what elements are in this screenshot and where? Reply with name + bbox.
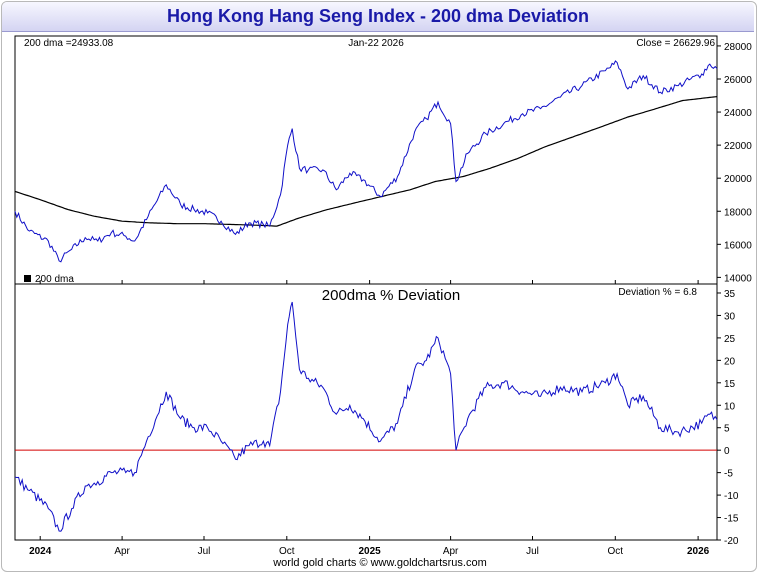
- x-tick-label: Oct: [608, 546, 624, 557]
- deviation-panel-border: [14, 283, 718, 541]
- deviation-y-tick-label: 25: [724, 334, 736, 345]
- x-tick-label: 2026: [687, 546, 710, 557]
- deviation-y-tick-label: 15: [724, 379, 736, 390]
- deviation-header-right: Deviation % = 6.8: [618, 287, 697, 298]
- deviation-y-tick-label: 10: [724, 401, 736, 412]
- price-y-tick-label: 14000: [724, 273, 752, 284]
- deviation-y-tick-label: -15: [724, 514, 739, 525]
- hang-seng-price-line: [14, 60, 718, 263]
- x-tick-label: Jul: [198, 546, 211, 557]
- dma-legend-swatch: [24, 275, 31, 282]
- deviation-y-tick-label: 35: [724, 289, 736, 300]
- deviation-line: [14, 301, 718, 532]
- price-y-tick-label: 24000: [724, 108, 752, 119]
- x-tick-label: Jul: [526, 546, 539, 557]
- price-y-tick-label: 18000: [724, 207, 752, 218]
- deviation-y-tick-label: 5: [724, 424, 730, 435]
- deviation-y-tick-label: 20: [724, 356, 736, 367]
- price-y-tick-label: 20000: [724, 174, 752, 185]
- price-y-tick-label: 26000: [724, 75, 752, 86]
- x-tick-label: Apr: [114, 546, 130, 557]
- x-tick-label: Apr: [443, 546, 459, 557]
- footer-credit: world gold charts © www.goldchartsrus.co…: [273, 557, 487, 569]
- deviation-panel-title: 200dma % Deviation: [322, 287, 460, 304]
- price-y-tick-label: 16000: [724, 240, 752, 251]
- dma-legend-label: 200 dma: [35, 274, 74, 285]
- chart-title: Hong Kong Hang Seng Index - 200 dma Devi…: [2, 2, 754, 32]
- price-panel-border: [14, 35, 718, 285]
- price-header-center: Jan-22 2026: [348, 38, 404, 49]
- deviation-y-tick-label: 30: [724, 311, 736, 322]
- x-tick-label: Oct: [279, 546, 295, 557]
- x-tick-label: 2025: [358, 546, 381, 557]
- deviation-y-tick-label: -20: [724, 536, 739, 547]
- x-tick-label: 2024: [29, 546, 52, 557]
- price-header-right: Close = 26629.96: [636, 38, 715, 49]
- price-y-tick-label: 28000: [724, 42, 752, 53]
- deviation-y-tick-label: -10: [724, 491, 739, 502]
- price-header-left: 200 dma =24933.08: [24, 38, 114, 49]
- dma-200-line: [14, 96, 718, 227]
- deviation-y-tick-label: 0: [724, 446, 730, 457]
- price-y-tick-label: 22000: [724, 141, 752, 152]
- deviation-y-tick-label: -5: [724, 469, 733, 480]
